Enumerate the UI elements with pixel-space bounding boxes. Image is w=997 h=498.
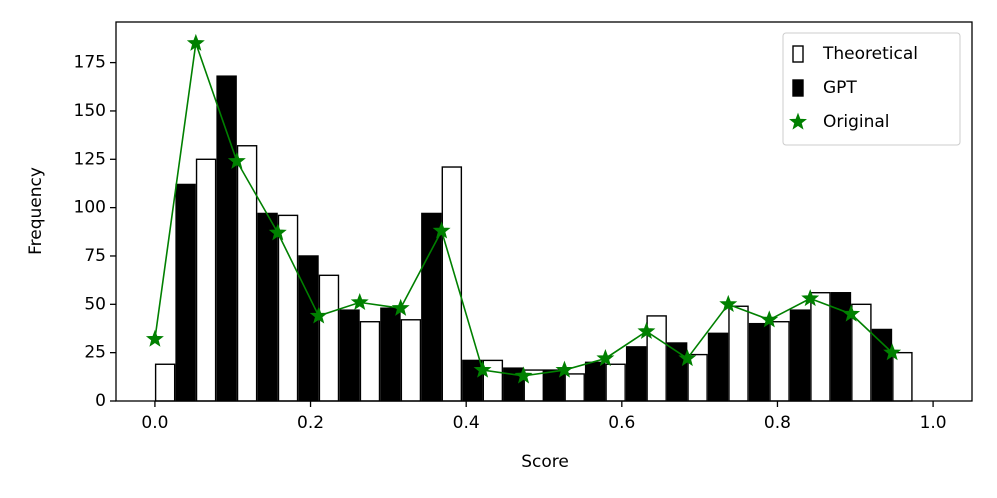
bar: [298, 255, 319, 402]
bar: [359, 321, 381, 402]
point-marker: [432, 221, 451, 239]
point-marker: [473, 360, 492, 378]
point-marker: [637, 321, 656, 340]
bar: [257, 212, 278, 402]
y-tick-label: 25: [84, 343, 106, 363]
legend-marker: [792, 45, 804, 63]
bar: [748, 322, 770, 402]
point-marker: [145, 329, 164, 347]
point-marker: [719, 294, 738, 312]
y-tick-label: 75: [84, 246, 106, 266]
x-tick-label: 0.6: [608, 413, 635, 433]
y-tick-label: 175: [74, 53, 106, 73]
point-marker: [186, 33, 205, 51]
bar: [154, 363, 176, 402]
y-tick-label: 50: [84, 294, 106, 314]
y-tick-label: 100: [74, 198, 106, 218]
x-tick-label: 0.2: [297, 413, 324, 433]
bar: [584, 361, 606, 402]
y-tick-label: 125: [74, 149, 106, 169]
x-tick-label: 0.0: [141, 413, 168, 433]
point-marker: [678, 349, 697, 367]
bar: [564, 373, 585, 402]
bar: [769, 321, 790, 402]
bar: [339, 309, 360, 402]
bar: [482, 359, 504, 402]
plot-frame: [115, 21, 973, 402]
bar: [728, 305, 749, 402]
bar: [871, 328, 893, 402]
point-marker: [596, 349, 615, 367]
legend-label: GPT: [823, 78, 857, 98]
point-marker: [842, 304, 861, 322]
point-marker: [760, 310, 779, 328]
bar: [830, 292, 852, 402]
bar: [195, 158, 217, 402]
legend-box: [782, 32, 961, 146]
point-marker: [391, 298, 410, 316]
legend-marker: [789, 112, 807, 130]
y-tick-label: 0: [95, 391, 106, 411]
x-axis-label: Score: [521, 452, 569, 472]
bar: [707, 332, 729, 402]
x-tick-label: 1.0: [920, 413, 947, 433]
bar: [810, 292, 831, 402]
bar: [605, 363, 626, 402]
y-axis-label: Frequency: [26, 167, 46, 255]
bar: [216, 75, 237, 402]
bar: [421, 212, 442, 402]
bar: [400, 319, 422, 402]
x-tick-label: 0.4: [453, 413, 480, 433]
point-marker: [801, 289, 820, 307]
point-marker: [555, 360, 574, 378]
point-marker: [227, 151, 246, 169]
bar: [277, 214, 299, 402]
bar: [462, 359, 483, 402]
bar: [175, 183, 196, 402]
legend-marker: [792, 79, 804, 97]
point-marker: [883, 343, 902, 361]
bar: [380, 307, 401, 402]
point-marker: [309, 306, 328, 324]
bar: [318, 274, 340, 402]
bar: [625, 346, 647, 402]
bar: [892, 351, 913, 402]
bar: [236, 145, 258, 402]
legend-label: Theoretical: [822, 44, 918, 64]
point-marker: [268, 223, 287, 241]
point-marker: [350, 292, 369, 311]
legend-label: Original: [823, 112, 890, 132]
point-marker: [514, 366, 533, 384]
y-tick-label: 150: [74, 101, 106, 121]
bar: [789, 309, 811, 402]
x-tick-label: 0.8: [764, 413, 791, 433]
bar: [441, 166, 463, 402]
